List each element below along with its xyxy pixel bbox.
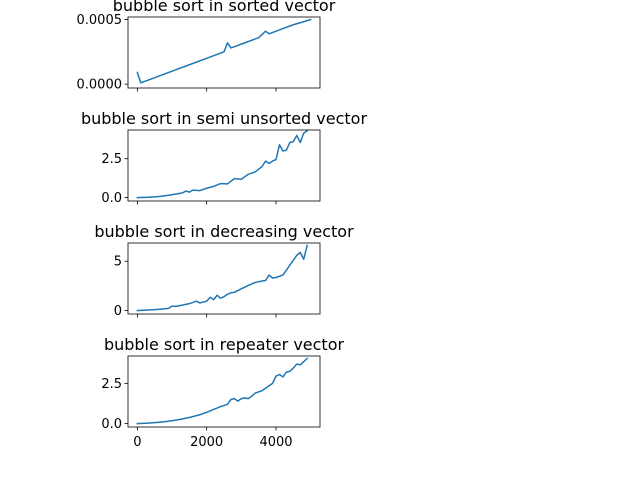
series-line-1 bbox=[136, 18, 312, 84]
subplot-4: 0.0 2.5 0 2000 4000 bubble sort in repeater v… bbox=[101, 335, 344, 450]
y-tick-label: 0 bbox=[114, 304, 122, 319]
y-tick-label: 2.5 bbox=[101, 377, 122, 392]
axes-frame bbox=[127, 355, 321, 428]
series-line-1 bbox=[136, 129, 309, 199]
y-tick-label: 2.5 bbox=[101, 152, 122, 167]
subplot-3: 0 5 bubble sort in decreasing vector bbox=[94, 222, 354, 319]
subplot-title: bubble sort in semi unsorted vector bbox=[81, 109, 368, 128]
series-line-1 bbox=[136, 244, 309, 312]
subplot-title: bubble sort in repeater vector bbox=[104, 335, 345, 354]
axes-frame bbox=[127, 16, 321, 89]
x-tick-label: 0 bbox=[133, 435, 141, 450]
axes-frame bbox=[127, 129, 321, 202]
y-tick-label: 0.0 bbox=[101, 191, 122, 206]
y-tick-label: 0.0 bbox=[101, 417, 122, 432]
series-line-1 bbox=[136, 357, 309, 425]
x-tick-label: 4000 bbox=[259, 435, 292, 450]
y-tick-label: 0.0005 bbox=[77, 13, 123, 28]
subplot-title: bubble sort in decreasing vector bbox=[94, 222, 354, 241]
subplot-2: 0.0 2.5 bubble sort in semi unsorted vecto… bbox=[81, 109, 368, 206]
x-tick-label: 2000 bbox=[190, 435, 223, 450]
axes-frame bbox=[127, 242, 321, 315]
subplot-title: bubble sort in sorted vector bbox=[113, 0, 336, 15]
y-tick-label: 5 bbox=[114, 255, 122, 270]
y-tick-label: 0.0000 bbox=[77, 78, 123, 93]
